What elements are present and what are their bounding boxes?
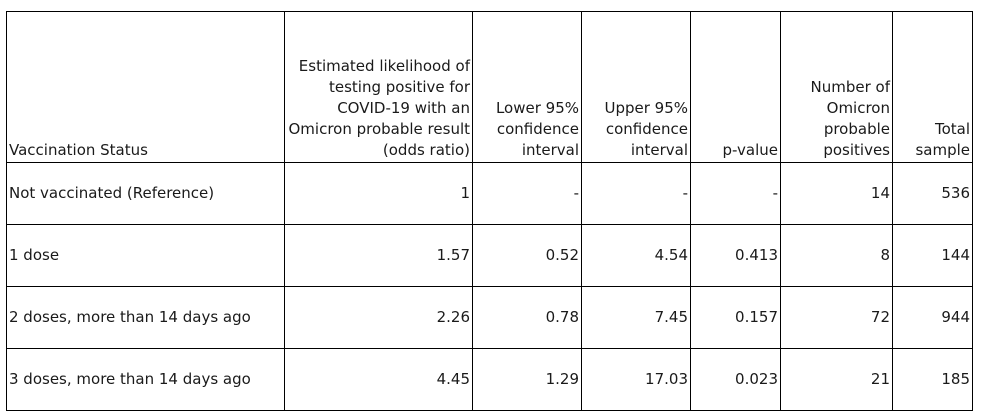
header-line: Total [934, 120, 970, 138]
table-header: Vaccination Status Estimated likelihood … [6, 11, 973, 163]
cell-lower-ci: 1.29 [472, 348, 582, 411]
table-row: 2 doses, more than 14 days ago 2.26 0.78… [6, 286, 973, 349]
cell-vaccination-status: 2 doses, more than 14 days ago [6, 286, 285, 349]
header-line: Lower 95% [495, 99, 579, 117]
header-row: Vaccination Status Estimated likelihood … [6, 11, 973, 163]
header-line: Omicron [826, 99, 890, 117]
header-line: positives [823, 141, 890, 159]
cell-upper-ci: 17.03 [581, 348, 691, 411]
header-line: confidence [605, 120, 688, 138]
header-line: COVID-19 with an [337, 99, 470, 117]
header-line: testing positive for [329, 78, 470, 96]
cell-total-sample: 185 [892, 348, 973, 411]
header-line: interval [521, 141, 579, 159]
header-lower-ci: Lower 95% confidence interval [472, 11, 582, 163]
cell-p-value: - [690, 162, 781, 225]
header-line: p-value [722, 141, 778, 159]
cell-odds-ratio: 2.26 [284, 286, 473, 349]
cell-lower-ci: 0.78 [472, 286, 582, 349]
cell-omicron-positives: 14 [780, 162, 893, 225]
header-p-value: p-value [690, 11, 781, 163]
cell-vaccination-status: 1 dose [6, 224, 285, 287]
cell-odds-ratio: 1 [284, 162, 473, 225]
header-line: Vaccination Status [9, 141, 148, 159]
cell-odds-ratio: 1.57 [284, 224, 473, 287]
table-row: 3 doses, more than 14 days ago 4.45 1.29… [6, 348, 973, 411]
header-omicron-positives: Number of Omicron probable positives [780, 11, 893, 163]
cell-omicron-positives: 72 [780, 286, 893, 349]
header-line: Estimated likelihood of [298, 57, 470, 75]
cell-total-sample: 144 [892, 224, 973, 287]
cell-upper-ci: 7.45 [581, 286, 691, 349]
header-line: Number of [810, 78, 890, 96]
cell-vaccination-status: Not vaccinated (Reference) [6, 162, 285, 225]
cell-omicron-positives: 8 [780, 224, 893, 287]
cell-vaccination-status: 3 doses, more than 14 days ago [6, 348, 285, 411]
header-total-sample: Total sample [892, 11, 973, 163]
cell-omicron-positives: 21 [780, 348, 893, 411]
cell-lower-ci: 0.52 [472, 224, 582, 287]
cell-odds-ratio: 4.45 [284, 348, 473, 411]
cell-lower-ci: - [472, 162, 582, 225]
header-line: confidence [496, 120, 579, 138]
cell-total-sample: 944 [892, 286, 973, 349]
header-line: probable [823, 120, 890, 138]
header-line: Omicron probable result [288, 120, 471, 138]
cell-p-value: 0.023 [690, 348, 781, 411]
header-upper-ci: Upper 95% confidence interval [581, 11, 691, 163]
header-line: sample [915, 141, 970, 159]
header-vaccination-status: Vaccination Status [6, 11, 285, 163]
cell-p-value: 0.157 [690, 286, 781, 349]
cell-upper-ci: 4.54 [581, 224, 691, 287]
table-body: Not vaccinated (Reference) 1 - - - 14 53… [6, 162, 973, 411]
header-line: (odds ratio) [382, 141, 470, 159]
cell-p-value: 0.413 [690, 224, 781, 287]
table-row: Not vaccinated (Reference) 1 - - - 14 53… [6, 162, 973, 225]
header-line: interval [630, 141, 688, 159]
vaccination-odds-table: Vaccination Status Estimated likelihood … [6, 11, 973, 411]
header-odds-ratio: Estimated likelihood of testing positive… [284, 11, 473, 163]
table-row: 1 dose 1.57 0.52 4.54 0.413 8 144 [6, 224, 973, 287]
cell-total-sample: 536 [892, 162, 973, 225]
cell-upper-ci: - [581, 162, 691, 225]
header-line: Upper 95% [604, 99, 688, 117]
